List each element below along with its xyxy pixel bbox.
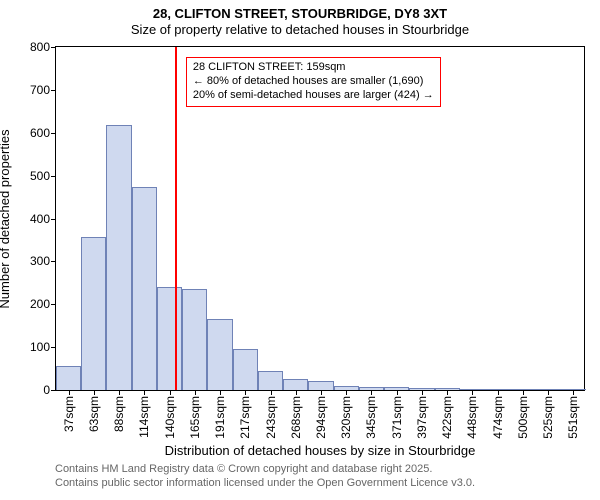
x-tick-label: 217sqm xyxy=(238,396,252,439)
chart-subtitle: Size of property relative to detached ho… xyxy=(0,22,600,38)
x-tick-mark xyxy=(170,390,171,395)
x-tick-mark xyxy=(245,390,246,395)
x-tick-mark xyxy=(548,390,549,395)
x-tick-label: 345sqm xyxy=(364,396,378,439)
y-axis-label: Number of detached properties xyxy=(0,129,12,308)
x-tick-label: 114sqm xyxy=(137,396,151,438)
y-tick-mark xyxy=(51,390,56,391)
x-tick-label: 140sqm xyxy=(163,396,177,439)
x-tick-mark xyxy=(296,390,297,395)
property-size-histogram: 28, CLIFTON STREET, STOURBRIDGE, DY8 3XT… xyxy=(0,0,600,500)
x-tick-label: 474sqm xyxy=(491,396,505,439)
histogram-bar xyxy=(207,319,232,390)
x-tick-label: 525sqm xyxy=(541,396,555,439)
x-tick-label: 191sqm xyxy=(213,396,227,439)
x-tick-label: 243sqm xyxy=(264,396,278,439)
x-tick-mark xyxy=(321,390,322,395)
x-tick-mark xyxy=(523,390,524,395)
x-tick-label: 320sqm xyxy=(339,396,353,439)
plot-area: 0100200300400500600700800 28 CLIFTON STR… xyxy=(55,46,585,391)
x-tick-label: 63sqm xyxy=(87,396,101,432)
histogram-bar xyxy=(308,381,333,390)
x-tick-mark xyxy=(195,390,196,395)
histogram-bar xyxy=(106,125,131,390)
x-tick-mark xyxy=(397,390,398,395)
annotation-line1: 28 CLIFTON STREET: 159sqm xyxy=(193,61,434,75)
x-tick-label: 500sqm xyxy=(516,396,530,439)
x-axis-label: Distribution of detached houses by size … xyxy=(55,443,585,458)
x-tick-mark xyxy=(119,390,120,395)
histogram-bar xyxy=(258,371,283,390)
x-tick-mark xyxy=(498,390,499,395)
x-tick-mark xyxy=(144,390,145,395)
x-tick-mark xyxy=(472,390,473,395)
annotation-line3: 20% of semi-detached houses are larger (… xyxy=(193,89,434,103)
property-marker-line xyxy=(175,47,177,390)
x-tick-mark xyxy=(346,390,347,395)
x-tick-mark xyxy=(573,390,574,395)
x-tick-label: 397sqm xyxy=(415,396,429,439)
x-tick-label: 551sqm xyxy=(566,396,580,439)
histogram-bar xyxy=(157,287,182,391)
annotation-line2: ← 80% of detached houses are smaller (1,… xyxy=(193,75,434,89)
x-tick-mark xyxy=(271,390,272,395)
footer-line2: Contains public sector information licen… xyxy=(55,477,475,491)
footer-attribution: Contains HM Land Registry data © Crown c… xyxy=(55,463,475,491)
x-tick-label: 37sqm xyxy=(62,396,76,432)
x-tick-label: 448sqm xyxy=(465,396,479,439)
x-tick-mark xyxy=(220,390,221,395)
annotation-box: 28 CLIFTON STREET: 159sqm ← 80% of detac… xyxy=(186,57,441,106)
histogram-bar xyxy=(283,379,308,390)
histogram-bar xyxy=(182,289,207,390)
x-tick-mark xyxy=(94,390,95,395)
x-tick-mark xyxy=(447,390,448,395)
x-tick-mark xyxy=(69,390,70,395)
histogram-bar xyxy=(56,366,81,390)
x-tick-label: 88sqm xyxy=(112,396,126,432)
x-tick-label: 294sqm xyxy=(314,396,328,439)
histogram-bar xyxy=(81,237,106,390)
x-tick-mark xyxy=(422,390,423,395)
histogram-bar xyxy=(233,349,258,390)
footer-line1: Contains HM Land Registry data © Crown c… xyxy=(55,463,475,477)
chart-title: 28, CLIFTON STREET, STOURBRIDGE, DY8 3XT xyxy=(0,0,600,22)
histogram-bar xyxy=(132,187,157,390)
x-tick-label: 422sqm xyxy=(440,396,454,439)
x-tick-label: 268sqm xyxy=(289,396,303,439)
x-tick-label: 165sqm xyxy=(188,396,202,439)
x-tick-label: 371sqm xyxy=(390,396,404,439)
x-tick-mark xyxy=(371,390,372,395)
